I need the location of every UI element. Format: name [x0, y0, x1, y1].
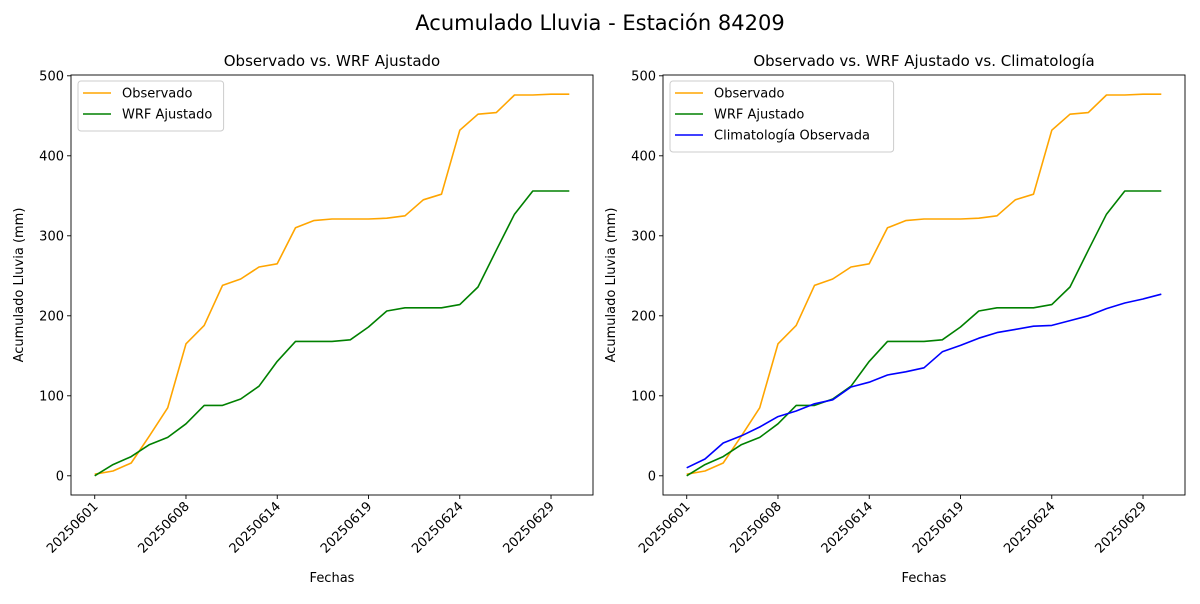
x-tick-label: 20250619 — [910, 499, 967, 556]
series-line-climatolog-a-observada — [686, 293, 1162, 469]
y-tick-label: 100 — [631, 389, 656, 404]
x-tick-label: 20250614 — [819, 499, 876, 556]
legend-label: Observado — [714, 87, 785, 102]
axes-frame — [662, 74, 1186, 496]
suptitle: Acumulado Lluvia - Estación 84209 — [415, 11, 784, 35]
x-tick-label: 20250601 — [44, 499, 101, 556]
subplot-observado-wrf: 0 100 200 300 400 500 20250601 20250608 20250614… — [12, 52, 594, 586]
y-tick-label: 200 — [631, 309, 656, 324]
x-tick-label: 20250624 — [409, 499, 466, 556]
legend: Observado WRF Ajustado — [77, 80, 225, 132]
subplot-title: Observado vs. WRF Ajustado vs. Climatolo… — [753, 52, 1094, 70]
x-axis-label: Fechas — [902, 571, 947, 586]
y-tick-label: 100 — [39, 389, 64, 404]
y-tick-label: 300 — [39, 229, 64, 244]
x-tick-label: 20250608 — [135, 499, 192, 556]
x-axis-label: Fechas — [310, 571, 355, 586]
x-tick-label: 20250629 — [1092, 499, 1149, 556]
subplot-title: Observado vs. WRF Ajustado — [224, 52, 440, 70]
y-tick-label: 200 — [39, 309, 64, 324]
x-tick-label: 20250614 — [227, 499, 284, 556]
y-tick-label: 0 — [648, 469, 656, 484]
legend-label: Climatología Observada — [714, 129, 870, 144]
y-tick-label: 400 — [39, 149, 64, 164]
subplot-observado-wrf-climatologia: 0 100 200 300 400 500 20250601 20250608 20250614… — [604, 52, 1186, 586]
y-tick-label: 0 — [56, 469, 64, 484]
series-line-observado — [686, 93, 1162, 475]
x-tick-label: 20250624 — [1001, 499, 1058, 556]
legend-label: WRF Ajustado — [122, 108, 212, 123]
series-line-observado — [94, 93, 570, 475]
y-tick-label: 500 — [631, 69, 656, 84]
legend-box — [77, 80, 225, 132]
legend-label: WRF Ajustado — [714, 108, 804, 123]
x-tick-label: 20250601 — [636, 499, 693, 556]
y-axis-label: Acumulado Lluvia (mm) — [604, 208, 619, 363]
y-tick-label: 300 — [631, 229, 656, 244]
series-line-wrf-ajustado — [94, 190, 570, 477]
y-tick-label: 400 — [631, 149, 656, 164]
legend-label: Observado — [122, 87, 193, 102]
series-line-wrf-ajustado — [686, 190, 1162, 477]
legend-box — [669, 80, 895, 153]
axes-frame — [70, 74, 594, 496]
x-tick-label: 20250619 — [318, 499, 375, 556]
x-tick-label: 20250629 — [500, 499, 557, 556]
x-tick-label: 20250608 — [727, 499, 784, 556]
y-axis-label: Acumulado Lluvia (mm) — [12, 208, 27, 363]
legend: Observado WRF Ajustado Climatología Observ… — [669, 80, 895, 153]
y-tick-label: 500 — [39, 69, 64, 84]
